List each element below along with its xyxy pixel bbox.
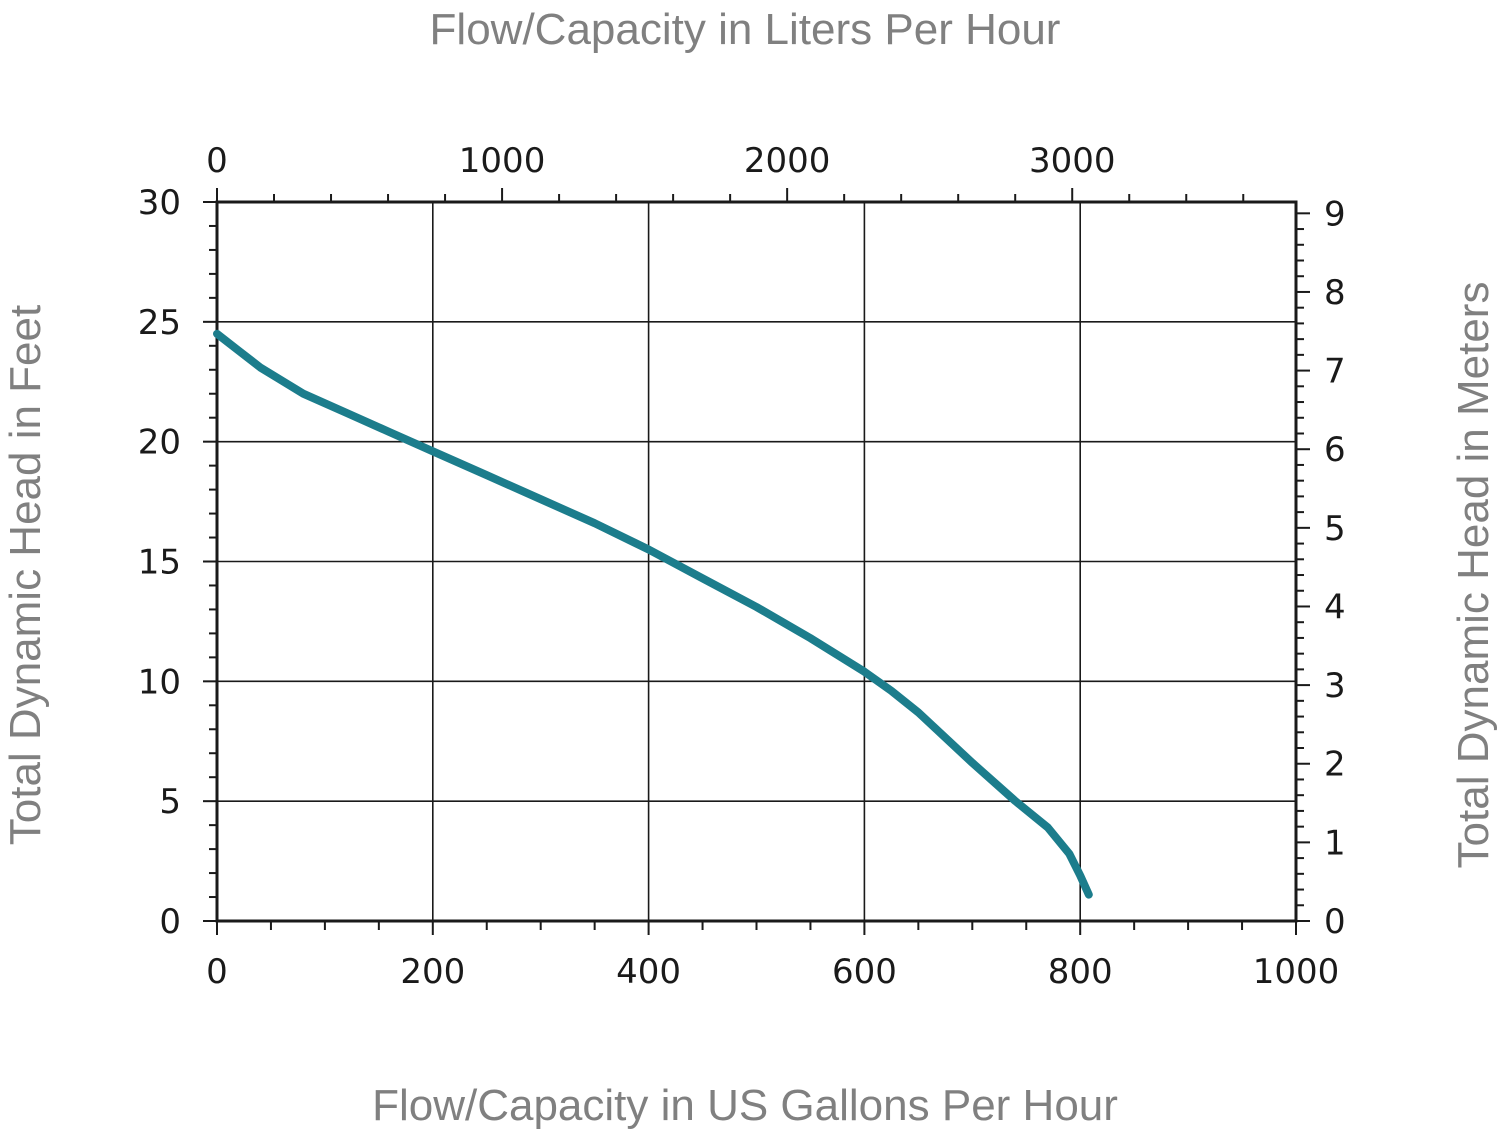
y2-axis-title: Total Dynamic Head in Meters [1449, 282, 1498, 869]
series-line [213, 329, 1093, 899]
y2-tick-label: 0 [1324, 902, 1346, 942]
chart-title: Flow/Capacity in Liters Per Hour [430, 5, 1061, 54]
y-tick-label: 15 [138, 543, 181, 583]
grid-layer [217, 202, 1296, 921]
y-tick-label: 10 [138, 662, 181, 702]
x2-tick-label: 1000 [459, 141, 546, 181]
y2-tick-label: 3 [1324, 666, 1346, 706]
y2-tick-label: 7 [1324, 352, 1346, 392]
x-tick-label: 600 [832, 952, 897, 992]
y2-tick-label: 8 [1324, 273, 1346, 313]
y2-tick-label: 5 [1324, 509, 1346, 549]
y-tick-label: 0 [159, 902, 181, 942]
x-axis-title: Flow/Capacity in US Gallons Per Hour [372, 1081, 1118, 1130]
x-tick-label: 400 [616, 952, 681, 992]
x-tick-label: 800 [1048, 952, 1113, 992]
y2-tick-label: 6 [1324, 430, 1346, 470]
plot-frame [215, 200, 1298, 923]
y-tick-label: 25 [138, 303, 181, 343]
x-tick-label: 1000 [1253, 952, 1340, 992]
y2-tick-label: 2 [1324, 745, 1346, 785]
x-tick-label: 200 [400, 952, 465, 992]
y-axis-title: Total Dynamic Head in Feet [1, 305, 50, 845]
y2-tick-label: 1 [1324, 823, 1346, 863]
x2-tick-label: 0 [206, 141, 228, 181]
x-tick-label: 0 [206, 952, 228, 992]
y2-tick-label: 4 [1324, 587, 1346, 627]
y2-tick-label: 9 [1324, 194, 1346, 234]
y-tick-label: 20 [138, 423, 181, 463]
x2-tick-label: 3000 [1029, 141, 1116, 181]
y-tick-label: 5 [159, 782, 181, 822]
y-tick-label: 30 [138, 183, 181, 223]
x2-tick-label: 2000 [744, 141, 831, 181]
